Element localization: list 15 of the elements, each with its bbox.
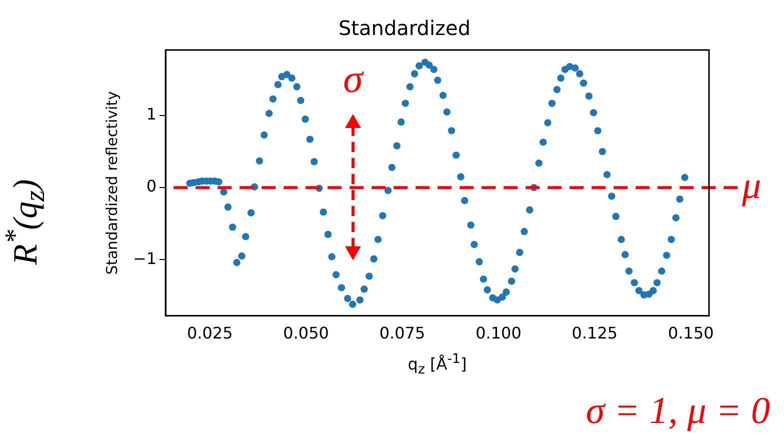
x-tick-label: 0.075 bbox=[379, 324, 426, 343]
ref-line-label: μ bbox=[742, 164, 762, 208]
y-tick-label: −1 bbox=[132, 248, 157, 268]
x-tick-label: 0.125 bbox=[572, 324, 618, 343]
x-tick-label: 0.100 bbox=[476, 324, 522, 343]
text: σ = 1, μ = 0 bbox=[586, 389, 770, 433]
y-axis-title: Standardized reflectivity bbox=[102, 90, 121, 275]
x-axis-title: q$_{z}$ [Å$^{-1}$] bbox=[406, 352, 468, 378]
annotation: σ bbox=[343, 56, 363, 102]
x-tick-label: 0.025 bbox=[186, 324, 233, 343]
x-tick-label: 0.050 bbox=[283, 324, 329, 343]
chart-title: Standardized bbox=[338, 16, 471, 40]
y-tick-label: 1 bbox=[146, 104, 157, 124]
y-tick-label: 0 bbox=[146, 176, 157, 196]
x-tick-label: 0.150 bbox=[668, 324, 714, 343]
